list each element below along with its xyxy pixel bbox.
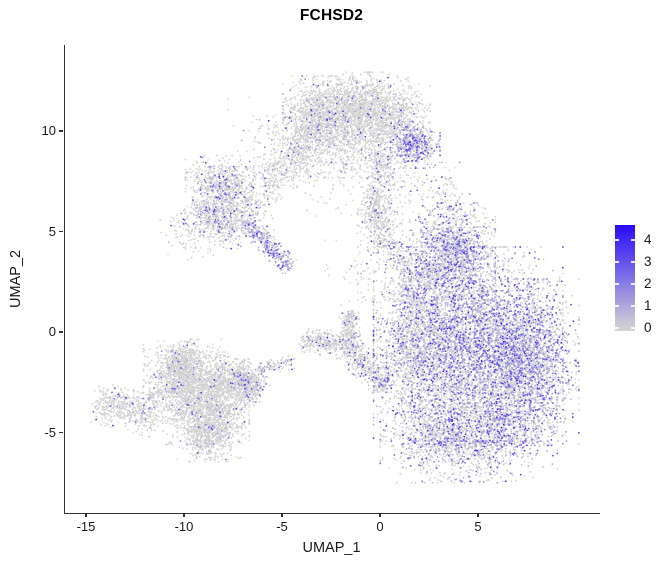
x-tick-mark	[281, 513, 283, 517]
legend-tick-mark	[631, 239, 635, 241]
y-tick-mark	[59, 331, 63, 333]
x-tick-mark	[379, 513, 381, 517]
x-tick-label: -15	[76, 519, 96, 534]
legend-tick-label: 1	[644, 298, 652, 313]
y-axis-label: UMAP_2	[8, 249, 24, 309]
x-tick-label: 0	[376, 519, 384, 534]
y-tick-mark	[59, 130, 63, 132]
plot-title: FCHSD2	[299, 7, 364, 24]
y-tick-label: -5	[44, 424, 56, 440]
x-tick-label: -5	[276, 519, 288, 534]
legend-tick-mark	[615, 261, 619, 263]
x-axis-label: UMAP_1	[302, 540, 361, 556]
colorbar-legend: 4 3 2 1 0	[615, 225, 672, 337]
legend-tick-label: 2	[644, 276, 652, 291]
y-tick-label: 5	[48, 223, 56, 239]
legend-tick-label: 4	[644, 232, 652, 247]
legend-tick-mark	[615, 305, 619, 307]
legend-tick-mark	[631, 327, 635, 329]
x-tick-mark	[477, 513, 479, 517]
x-tick-label: 5	[474, 519, 482, 534]
x-tick-mark	[85, 513, 87, 517]
legend-tick-mark	[615, 283, 619, 285]
legend-tick-mark	[631, 305, 635, 307]
legend-tick-mark	[631, 283, 635, 285]
colorbar-gradient	[615, 225, 635, 331]
y-tick-mark	[59, 431, 63, 434]
y-tick-mark	[59, 230, 63, 233]
x-tick-label: -10	[174, 519, 194, 534]
y-tick-label: 10	[41, 123, 56, 138]
legend-tick-label: 0	[644, 320, 652, 335]
legend-tick-label: 3	[644, 254, 652, 269]
x-tick-mark	[183, 513, 185, 517]
legend-tick-mark	[615, 327, 619, 329]
legend-tick-mark	[631, 261, 635, 263]
legend-tick-mark	[615, 239, 619, 241]
y-tick-label: 0	[48, 324, 56, 339]
